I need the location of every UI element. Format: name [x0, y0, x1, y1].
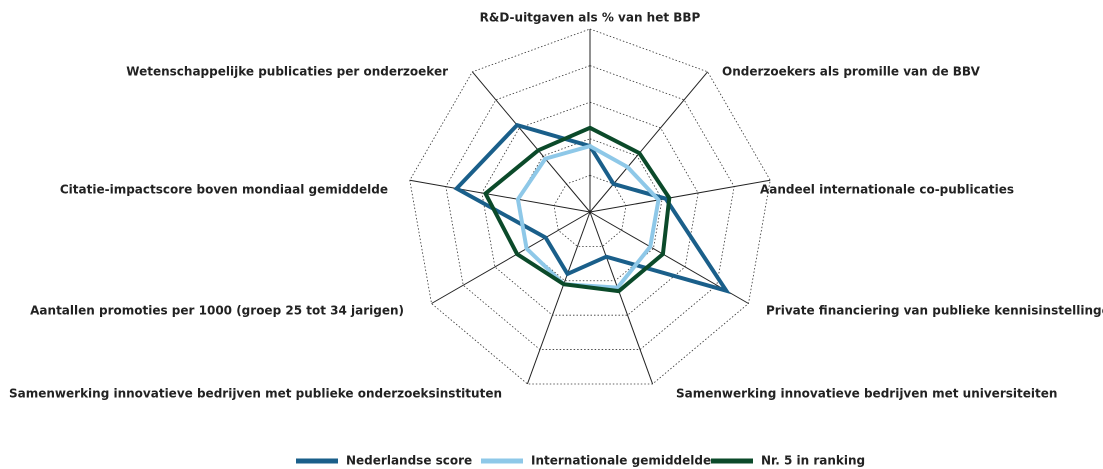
legend-label: Internationale gemiddelde: [531, 454, 711, 468]
series-line: [482, 125, 672, 294]
axis-label: Citatie-impactscore boven mondiaal gemid…: [60, 183, 388, 197]
grid-ring: [481, 101, 699, 316]
axis-line: [409, 179, 591, 213]
axis-label: Wetenschappelijke publicaties per onderz…: [126, 65, 448, 79]
axis-label: Aantallen promoties per 1000 (groep 25 t…: [30, 304, 404, 318]
legend-label: Nederlandse score: [346, 454, 472, 468]
axis-line: [431, 211, 591, 304]
axis-line: [589, 71, 709, 213]
axis-line: [589, 179, 771, 213]
axis-label: Onderzoekers als promille van de BBV: [722, 65, 981, 79]
axis-label: Samenwerking innovatieve bedrijven met p…: [9, 387, 502, 401]
legend-label: Nr. 5 in ranking: [761, 454, 865, 468]
grid-ring: [553, 174, 627, 247]
axis-label: Samenwerking innovatieve bedrijven met u…: [676, 387, 1057, 401]
axis-line: [589, 211, 654, 385]
axis-label: Private financiering van publieke kennis…: [766, 304, 1103, 318]
axis-line: [526, 211, 591, 385]
grid-ring: [409, 28, 771, 385]
series-line: [453, 122, 731, 295]
axis-label: Aandeel internationale co-publicaties: [760, 183, 1014, 197]
axis-line: [471, 71, 591, 213]
axis-label: R&D-uitgaven als % van het BBP: [480, 11, 701, 25]
